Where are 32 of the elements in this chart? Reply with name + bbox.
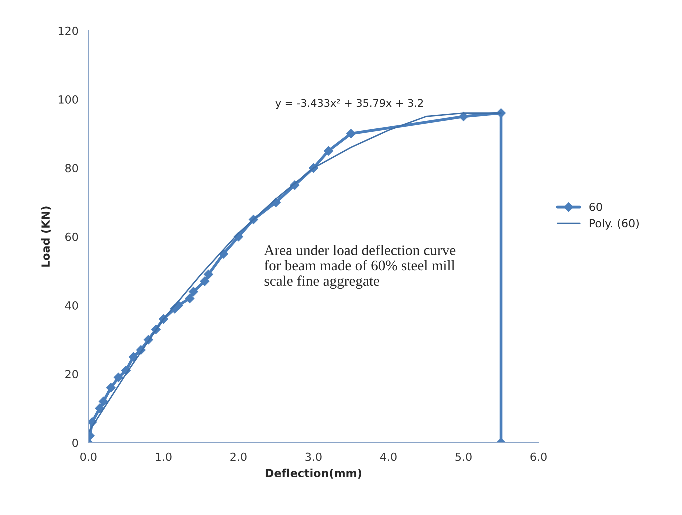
x-tick-label: 6.0 (530, 452, 547, 462)
x-tick-label: 2.0 (230, 452, 247, 462)
point (204, 270, 214, 280)
y-tick-label: 80 (66, 164, 78, 173)
x-tick-label: 1.0 (156, 452, 172, 462)
y-tick-label: 100 (58, 96, 78, 104)
point (346, 129, 356, 139)
y-tick-label: 120 (58, 26, 78, 36)
point (189, 287, 198, 296)
point (114, 373, 124, 382)
point (185, 294, 195, 304)
x-tick-label: 0.0 (80, 452, 97, 462)
legend-label: Poly. (60) (590, 219, 639, 230)
point (324, 146, 334, 156)
annotation: Area under load deflection curve for beam made of 60% steel mill scale fine aggregate (264, 244, 456, 290)
x-axis-title: Deflection(mm) (266, 468, 362, 479)
y-tick-label: 20 (66, 370, 78, 379)
y-tick-label: 0 (72, 438, 78, 448)
annotation: y = -3.433x² + 35.79x + 3.2 (276, 99, 424, 110)
point (106, 383, 116, 393)
legend-label: 60 (590, 202, 602, 212)
x-tick-label: 5.0 (456, 452, 472, 462)
point (459, 112, 468, 122)
y-tick-label: 60 (66, 232, 78, 242)
point (95, 404, 105, 414)
x-tick-label: 3.0 (306, 452, 322, 462)
y-axis-title: Load (KN) (41, 206, 52, 267)
point (129, 352, 138, 362)
x-tick-label: 4.0 (380, 452, 397, 462)
point (99, 397, 108, 406)
y-tick-label: 40 (65, 302, 78, 310)
point (200, 276, 210, 286)
